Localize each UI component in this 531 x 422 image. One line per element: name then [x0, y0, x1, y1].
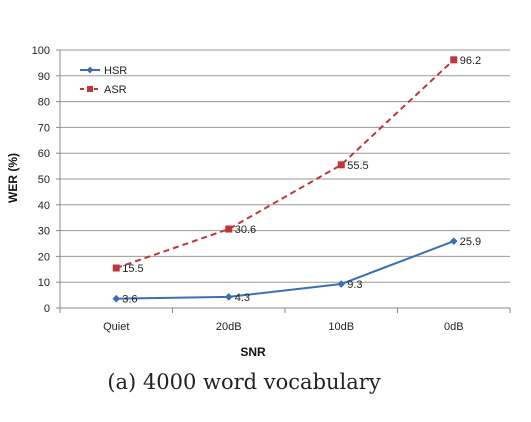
legend-marker-asr	[87, 86, 93, 92]
y-tick-label-40: 40	[38, 200, 50, 212]
data-label-asr-quiet: 15.5	[122, 263, 143, 275]
data-label-asr-0db: 96.2	[460, 55, 481, 67]
y-tick-label-10: 10	[38, 277, 50, 289]
legend-label-asr: ASR	[104, 84, 127, 96]
data-labels: 3.6 4.3 9.3 25.9 15.5 30.6 55.5 96.2	[122, 55, 481, 306]
gridlines	[60, 50, 510, 282]
marker-hsr-quiet	[112, 295, 120, 303]
x-tick-label-20db: 20dB	[216, 321, 242, 333]
y-tick-label-80: 80	[38, 97, 50, 109]
data-label-hsr-10db: 9.3	[347, 279, 362, 291]
y-tick-labels: 0 10 20 30 40 50 60 70 80 90 100	[32, 45, 50, 315]
legend: HSR ASR	[80, 65, 127, 96]
marker-asr-10db	[338, 161, 345, 168]
data-label-hsr-0db: 25.9	[460, 236, 481, 248]
marker-asr-0db	[450, 56, 457, 63]
x-tick-labels: Quiet 20dB 10dB 0dB	[103, 321, 463, 333]
x-tick-label-10db: 10dB	[328, 321, 354, 333]
marker-hsr-20db	[225, 293, 233, 301]
marker-asr-20db	[225, 226, 232, 233]
y-tick-label-50: 50	[38, 174, 50, 186]
marker-hsr-0db	[450, 237, 458, 245]
y-tick-label-0: 0	[44, 303, 50, 315]
x-tick-label-0db: 0dB	[444, 321, 464, 333]
data-label-asr-10db: 55.5	[347, 160, 368, 172]
data-label-hsr-quiet: 3.6	[122, 294, 137, 306]
series-line-asr	[116, 60, 454, 268]
y-tick-label-70: 70	[38, 122, 50, 134]
y-tick-label-30: 30	[38, 226, 50, 238]
data-label-hsr-20db: 4.3	[235, 292, 250, 304]
x-axis-title: SNR	[240, 345, 266, 359]
y-axis-title: WER (%)	[6, 153, 20, 203]
y-tick-label-90: 90	[38, 71, 50, 83]
y-tick-label-100: 100	[32, 45, 50, 57]
figure-caption: (a) 4000 word vocabulary	[107, 370, 381, 394]
marker-hsr-10db	[337, 280, 345, 288]
y-tick-label-60: 60	[38, 148, 50, 160]
y-tick-label-20: 20	[38, 251, 50, 263]
data-label-asr-20db: 30.6	[235, 224, 256, 236]
marker-asr-quiet	[113, 265, 120, 272]
legend-marker-hsr	[87, 67, 94, 74]
legend-label-hsr: HSR	[104, 65, 127, 77]
x-tick-label-quiet: Quiet	[103, 321, 129, 333]
